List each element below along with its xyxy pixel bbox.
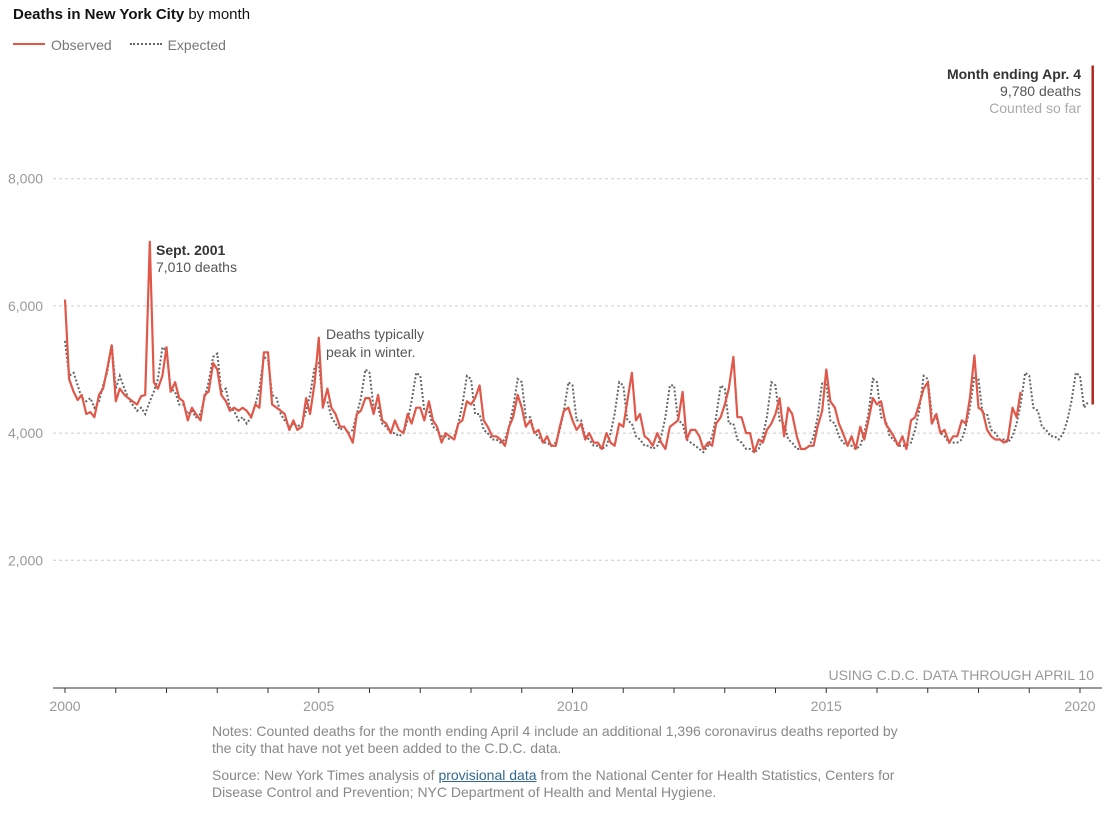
legend-swatch-expected <box>129 43 162 46</box>
x-tick-label: 2015 <box>811 698 842 714</box>
x-tick-label: 2000 <box>49 698 80 714</box>
legend: Observed Expected <box>13 37 240 53</box>
legend-item-observed: Observed <box>13 37 112 53</box>
series-line-expected <box>64 340 1090 454</box>
chart-title-bold: Deaths in New York City <box>13 6 185 23</box>
x-tick-label: 2020 <box>1064 698 1095 714</box>
legend-swatch-observed <box>13 43 45 46</box>
y-tick-label: 2,000 <box>8 552 43 568</box>
y-tick-label: 6,000 <box>8 298 43 314</box>
legend-label-observed: Observed <box>51 37 112 53</box>
annotation-current-value: 9,780 deaths <box>1000 83 1081 99</box>
chart-title: Deaths in New York City by month <box>13 6 250 23</box>
annotation-current-subtext: Counted so far <box>989 100 1081 116</box>
source-link[interactable]: provisional data <box>438 767 537 783</box>
legend-label-expected: Expected <box>167 37 226 53</box>
data-note: USING C.D.C. DATA THROUGH APRIL 10 <box>828 667 1094 683</box>
y-gridlines <box>53 178 1102 561</box>
annotation-current-title: Month ending Apr. 4 <box>947 66 1081 82</box>
source-suffix: from the National Center for Health Stat… <box>212 767 895 800</box>
series-line-observed <box>63 240 1022 454</box>
x-tick-label: 2010 <box>557 698 588 714</box>
y-axis-labels: 2,000 4,000 6,000 8,000 <box>8 171 43 569</box>
annotation-sept-2001-title: Sept. 2001 <box>156 242 225 258</box>
annotation-winter-peak-line1: Deaths typically <box>326 326 424 342</box>
footer-notes: Notes: Counted deaths for the month endi… <box>212 723 898 756</box>
annotation-winter-peak-line2: peak in winter. <box>326 344 416 360</box>
source-prefix: Source: New York Times analysis of <box>212 767 439 783</box>
legend-item-expected: Expected <box>129 37 226 53</box>
x-tick-label: 2005 <box>303 698 334 714</box>
y-tick-label: 8,000 <box>8 171 43 187</box>
chart-title-rest: by month <box>184 6 251 23</box>
y-tick-label: 4,000 <box>8 425 43 441</box>
x-axis-ticks: 2000 2005 2010 2015 2020 <box>49 688 1096 714</box>
annotation-sept-2001-value: 7,010 deaths <box>156 259 237 275</box>
footer-source: Source: New York Times analysis of provi… <box>212 767 912 801</box>
